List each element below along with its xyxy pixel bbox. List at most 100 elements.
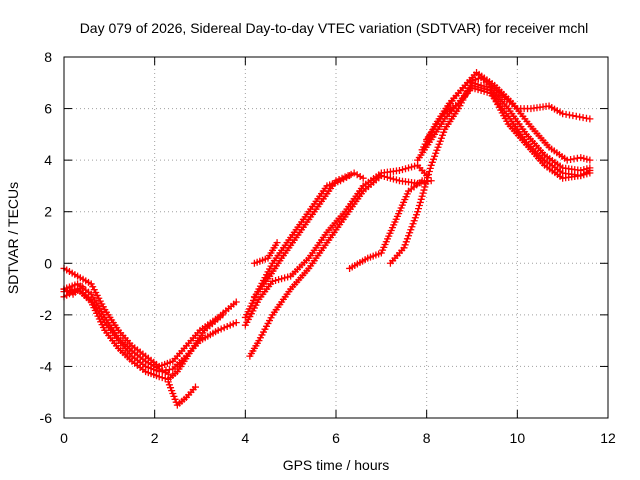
data-point [400,244,408,252]
data-point [418,192,426,200]
data-point [402,165,410,173]
data-point [411,162,419,170]
data-point [335,175,343,183]
data-point [219,311,227,319]
data-point [408,163,416,171]
y-tick-label: 0 [44,255,52,271]
data-point [281,274,289,282]
data-point [226,321,234,329]
series-track-10 [250,169,367,301]
data-point [424,174,432,182]
data-point [419,189,427,197]
data-point [422,180,430,188]
data-point [359,174,367,182]
data-point [426,164,434,172]
data-point [158,374,166,382]
x-tick-label: 8 [423,430,431,446]
series-track-11 [250,239,281,267]
data-point [586,156,594,164]
chart-title: Day 079 of 2026, Sidereal Day-to-day VTE… [80,20,589,36]
data-point [405,232,413,240]
data-point [411,214,419,222]
data-point [435,140,443,148]
x-tick-label: 0 [60,430,68,446]
y-tick-label: -4 [40,358,53,374]
data-point [398,166,406,174]
grid [64,57,608,418]
x-tick-label: 12 [600,430,616,446]
data-point [414,208,422,216]
data-point [586,115,594,123]
data-series [60,68,594,409]
data-point [278,275,286,283]
data-point [155,373,163,381]
data-point [439,131,447,139]
data-point [468,81,476,89]
series-track-7 [246,172,435,360]
data-point [586,166,594,174]
data-point [220,324,228,332]
data-point [410,217,418,225]
data-point [421,183,429,191]
data-point [427,161,435,169]
data-point [428,158,436,166]
data-point [425,167,433,175]
data-point [408,223,416,231]
data-point [214,326,222,334]
y-tick-label: 8 [44,49,52,65]
data-point [424,171,432,179]
data-point [403,235,411,243]
data-point [402,238,410,246]
series-track-12 [346,177,426,272]
series-track-17 [441,81,594,182]
tick-labels: 0 2 4 6 8 10 12 -6 -4 -2 0 2 4 6 8 [40,49,616,446]
series-track-3 [60,285,227,383]
data-point [432,149,440,157]
series-track-2 [60,264,240,370]
data-point [161,374,169,382]
series-track-16 [423,74,594,144]
data-point [429,155,437,163]
y-tick-label: -6 [40,410,53,426]
series-track-4 [60,280,172,378]
data-point [416,198,424,206]
data-point [436,137,444,145]
data-point [341,173,349,181]
y-tick-label: -2 [40,307,53,323]
data-point [347,170,355,178]
data-point [164,370,172,378]
data-point [332,177,340,185]
data-point [344,172,352,180]
data-point [269,277,277,285]
data-point [474,83,482,91]
data-point [232,319,240,327]
data-point [229,320,237,328]
data-point [431,152,439,160]
y-tick-label: 2 [44,204,52,220]
data-point [417,195,425,203]
data-point [477,84,485,92]
y-tick-label: 6 [44,101,52,117]
plot-frame [63,56,609,419]
x-axis-label: GPS time / hours [283,457,390,473]
data-point [78,282,86,290]
data-point [583,155,591,163]
data-point [577,154,585,162]
data-point [273,239,281,247]
x-tick-label: 4 [241,430,249,446]
x-tick-label: 10 [510,430,526,446]
data-point [580,154,588,162]
data-point [420,186,428,194]
data-point [223,322,231,330]
data-point [415,205,423,213]
data-point [275,276,283,284]
data-point [338,174,346,182]
data-point [471,82,479,90]
data-point [191,383,199,391]
data-point [272,276,280,284]
data-point [433,146,441,154]
data-point [392,176,400,184]
data-point [401,241,409,249]
data-point [412,211,420,219]
